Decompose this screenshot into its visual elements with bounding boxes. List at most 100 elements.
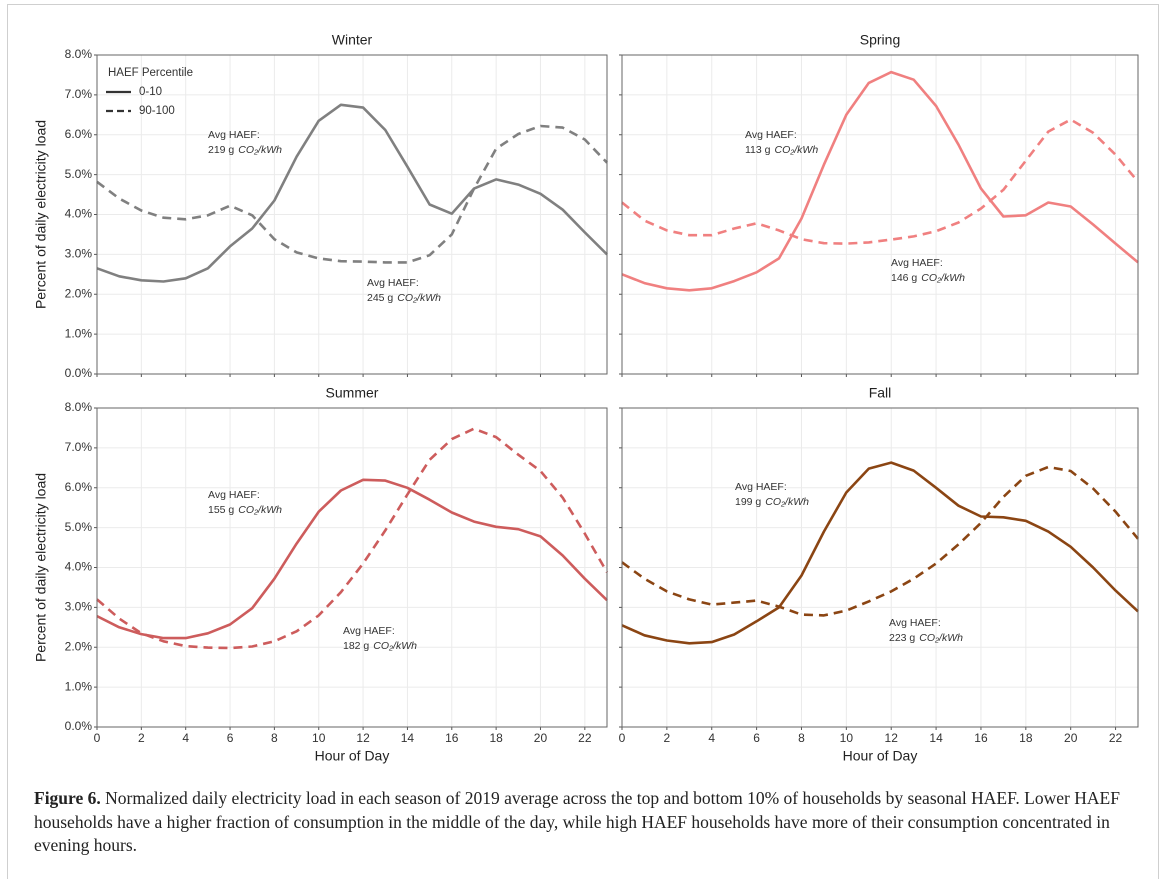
annotation-amount: 223 g (889, 632, 915, 644)
annotation-label: Avg HAEF: (208, 489, 260, 501)
annotation-unit: CO₂/kWh (397, 292, 441, 304)
x-tick-label: 4 (708, 731, 715, 745)
panel-title: Summer (326, 385, 379, 401)
annotation-amount: 155 g (208, 504, 234, 516)
annotation-unit: CO₂/kWh (238, 504, 282, 516)
panel-title: Fall (869, 385, 892, 401)
series-line (621, 70, 1139, 292)
y-tick-label: 7.0% (65, 440, 93, 454)
x-tick-label: 14 (401, 731, 415, 745)
x-tick-label: 2 (138, 731, 145, 745)
x-tick-label: 0 (619, 731, 626, 745)
x-tick-label: 10 (840, 731, 854, 745)
x-tick-label: 8 (271, 731, 278, 745)
series-line (96, 124, 608, 264)
legend-label: 90-100 (139, 105, 175, 117)
x-tick-label: 8 (798, 731, 805, 745)
panel-title: Spring (860, 32, 900, 48)
y-tick-label: 1.0% (65, 679, 93, 693)
annotation-label: Avg HAEF: (343, 625, 395, 637)
annotation-value: 245 g CO₂/kWh (367, 292, 441, 304)
x-tick-label: 4 (182, 731, 189, 745)
series-line (96, 103, 608, 283)
annotation-label: Avg HAEF: (891, 257, 943, 269)
x-tick-label: 18 (1019, 731, 1033, 745)
annotation-amount: 146 g (891, 272, 917, 284)
caption-text: Normalized daily electricity load in eac… (34, 788, 1120, 855)
x-tick-label: 12 (356, 731, 370, 745)
y-tick-label: 0.0% (65, 366, 93, 380)
y-axis-label: Percent of daily electricity load (33, 120, 49, 309)
x-tick-label: 20 (1064, 731, 1078, 745)
panel-title: Winter (332, 32, 373, 48)
series-line (621, 461, 1139, 645)
annotation-label: Avg HAEF: (745, 129, 797, 141)
legend-title: HAEF Percentile (108, 67, 193, 79)
annotation-amount: 219 g (208, 144, 234, 156)
y-tick-label: 5.0% (65, 167, 93, 181)
x-tick-label: 22 (578, 731, 592, 745)
annotation-label: Avg HAEF: (735, 481, 787, 493)
y-tick-label: 8.0% (65, 400, 93, 414)
legend-label: 0-10 (139, 86, 162, 98)
x-axis-label: Hour of Day (843, 748, 918, 764)
annotation-unit: CO₂/kWh (775, 144, 819, 156)
series-line (621, 118, 1140, 245)
x-tick-label: 6 (227, 731, 234, 745)
x-tick-label: 6 (753, 731, 760, 745)
x-tick-label: 18 (489, 731, 503, 745)
figure-frame (7, 4, 1159, 879)
annotation-value: 146 g CO₂/kWh (891, 272, 965, 284)
annotation-value: 199 g CO₂/kWh (735, 496, 809, 508)
y-axis-label: Percent of daily electricity load (33, 473, 49, 662)
y-tick-label: 3.0% (65, 600, 93, 614)
y-tick-label: 1.0% (65, 326, 93, 340)
annotation-value: 223 g CO₂/kWh (889, 632, 963, 644)
annotation-unit: CO₂/kWh (765, 496, 809, 508)
y-tick-label: 6.0% (65, 127, 93, 141)
x-tick-label: 10 (312, 731, 326, 745)
plot-border (96, 407, 608, 728)
y-tick-label: 8.0% (65, 47, 93, 61)
y-tick-label: 5.0% (65, 520, 93, 534)
annotation-label: Avg HAEF: (208, 129, 260, 141)
chart: Winter 0.0% 1.0% 2.0% 3.0% 4.0% 5.0% 6.0% 7.0% 8.… (33, 32, 1140, 764)
x-tick-label: 0 (94, 731, 101, 745)
series-line (621, 465, 1140, 617)
annotation-unit: CO₂/kWh (921, 272, 965, 284)
x-tick-label: 12 (885, 731, 899, 745)
x-tick-label: 16 (974, 731, 988, 745)
annotation-value: 182 g CO₂/kWh (343, 640, 417, 652)
plot-border (621, 54, 1139, 375)
y-tick-label: 4.0% (65, 560, 93, 574)
x-axis-label: Hour of Day (315, 748, 390, 764)
annotation-amount: 245 g (367, 292, 393, 304)
annotation-value: 113 g CO₂/kWh (745, 144, 818, 156)
x-tick-label: 20 (534, 731, 548, 745)
x-tick-label: 16 (445, 731, 459, 745)
y-tick-label: 4.0% (65, 207, 93, 221)
y-tick-label: 7.0% (65, 87, 93, 101)
annotation-label: Avg HAEF: (367, 277, 419, 289)
annotation-amount: 199 g (735, 496, 761, 508)
y-tick-label: 2.0% (65, 286, 93, 300)
y-tick-label: 0.0% (65, 719, 93, 733)
x-tick-label: 14 (929, 731, 943, 745)
annotation-unit: CO₂/kWh (373, 640, 417, 652)
annotation-label: Avg HAEF: (889, 617, 941, 629)
plot-border (621, 407, 1139, 728)
annotation-amount: 113 g (745, 144, 771, 156)
y-tick-label: 6.0% (65, 480, 93, 494)
annotation-value: 155 g CO₂/kWh (208, 504, 282, 516)
y-tick-label: 2.0% (65, 639, 93, 653)
caption: Figure 6. Normalized daily electricity l… (34, 787, 1144, 858)
series-line (96, 427, 609, 650)
plot-border (96, 54, 608, 375)
x-tick-label: 22 (1109, 731, 1123, 745)
annotation-value: 219 g CO₂/kWh (208, 144, 282, 156)
caption-label: Figure 6. (34, 788, 101, 808)
y-tick-label: 3.0% (65, 247, 93, 261)
series-line (96, 478, 608, 640)
x-tick-label: 2 (664, 731, 671, 745)
